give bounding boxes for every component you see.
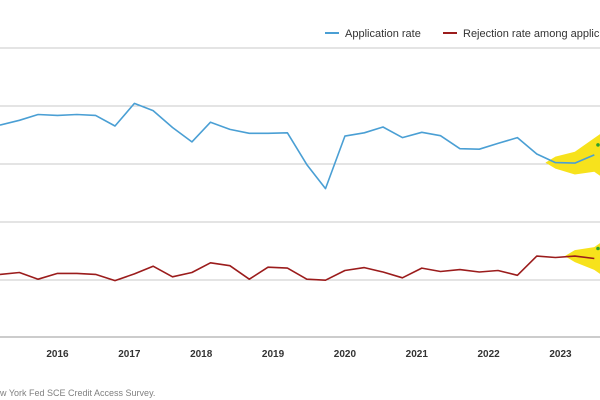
legend-item[interactable]: Application rate <box>325 28 421 40</box>
legend-label: Rejection rate among applic <box>463 28 600 40</box>
highlight-marker <box>596 246 600 251</box>
source-note: w York Fed SCE Credit Access Survey. <box>0 388 155 398</box>
x-tick-label: 2019 <box>262 349 285 360</box>
gridlines <box>0 47 600 338</box>
x-tick-label: 2016 <box>46 349 69 360</box>
x-tick-label: 2018 <box>190 349 213 360</box>
x-tick-label: 2017 <box>118 349 141 360</box>
x-tick-label: 2022 <box>477 349 500 360</box>
highlight-band <box>564 243 600 274</box>
series-lines <box>0 102 600 282</box>
legend[interactable]: Application rate Rejection rate among app… <box>325 28 600 40</box>
highlight-band <box>545 134 600 176</box>
highlight-marker <box>596 143 600 147</box>
rejection-rate-line <box>0 255 595 282</box>
x-tick-label: 2020 <box>334 349 357 360</box>
legend-label: Application rate <box>345 28 421 40</box>
x-tick-label: 2021 <box>406 349 429 360</box>
legend-item[interactable]: Rejection rate among applic <box>443 28 600 40</box>
x-tick-label: 2023 <box>549 349 572 360</box>
application-rate-line <box>0 102 595 190</box>
highlight-regions <box>545 134 600 274</box>
x-axis: 2016 2017 2018 2019 2020 2021 2022 2023 <box>46 349 572 360</box>
